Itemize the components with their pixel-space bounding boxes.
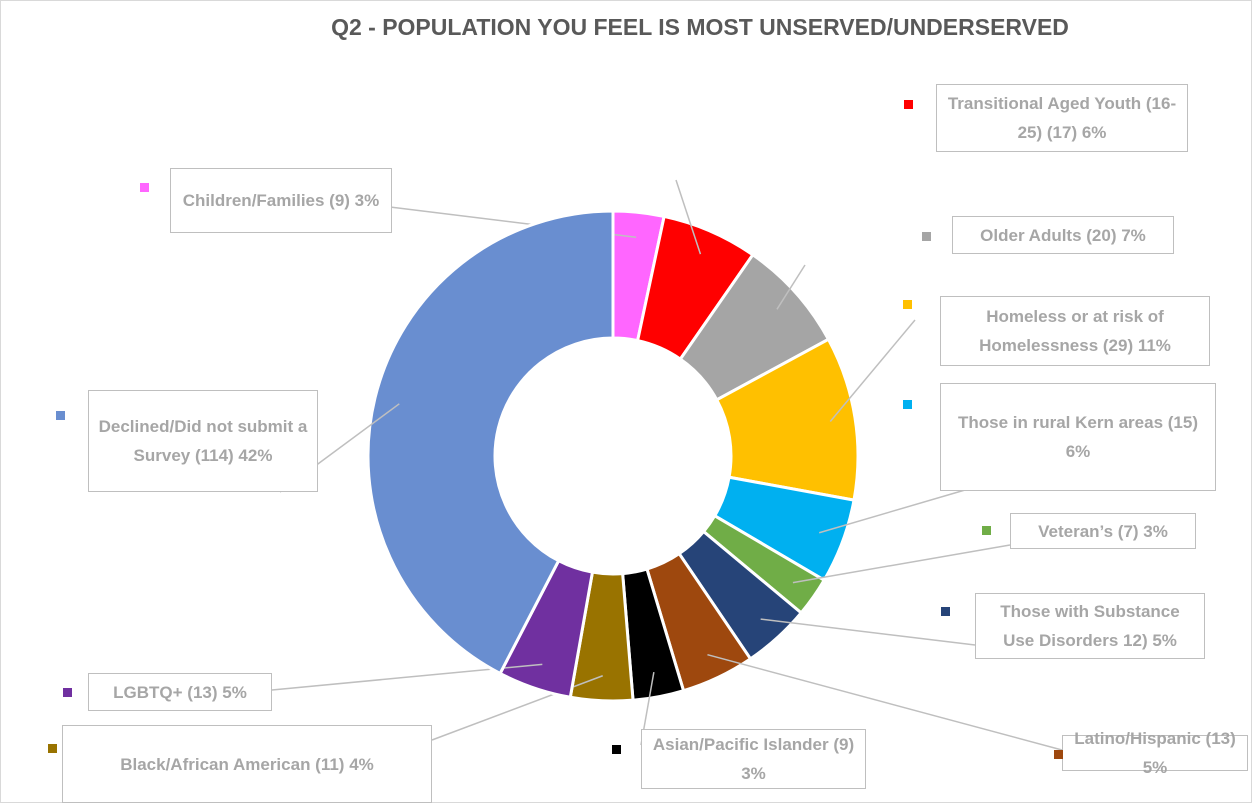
leader-line bbox=[829, 319, 916, 422]
legend-marker bbox=[612, 745, 621, 754]
data-label: Those in rural Kern areas (15) 6% bbox=[940, 383, 1216, 491]
data-label: LGBTQ+ (13) 5% bbox=[88, 673, 272, 711]
leader-line bbox=[760, 618, 976, 646]
leader-line bbox=[776, 264, 806, 310]
data-label: Black/African American (11) 4% bbox=[62, 725, 432, 803]
data-label: Transitional Aged Youth (16-25) (17) 6% bbox=[936, 84, 1188, 152]
leader-line bbox=[707, 653, 1063, 751]
data-label: Veteran’s (7) 3% bbox=[1010, 513, 1196, 549]
data-label: Asian/Pacific Islander (9) 3% bbox=[641, 729, 866, 789]
legend-marker bbox=[56, 411, 65, 420]
data-label: Declined/Did not submit a Survey (114) 4… bbox=[88, 390, 318, 492]
legend-marker bbox=[48, 744, 57, 753]
legend-marker bbox=[941, 607, 950, 616]
data-label: Latino/Hispanic (13) 5% bbox=[1062, 729, 1248, 777]
data-label: Those with Substance Use Disorders 12) 5… bbox=[975, 593, 1205, 659]
legend-marker bbox=[140, 183, 149, 192]
legend-marker bbox=[922, 232, 931, 241]
legend-marker bbox=[903, 400, 912, 409]
leader-line bbox=[431, 675, 603, 741]
data-label: Children/Families (9) 3% bbox=[170, 168, 392, 233]
legend-marker bbox=[903, 300, 912, 309]
leader-line bbox=[792, 544, 1011, 584]
donut-slice bbox=[366, 209, 615, 676]
leader-line bbox=[818, 489, 966, 534]
leader-line bbox=[675, 179, 702, 255]
legend-marker bbox=[63, 688, 72, 697]
legend-marker bbox=[1054, 750, 1063, 759]
data-label: Older Adults (20) 7% bbox=[952, 216, 1174, 254]
chart-title: Q2 - POPULATION YOU FEEL IS MOST UNSERVE… bbox=[331, 14, 1069, 40]
legend-marker bbox=[904, 100, 913, 109]
legend-marker bbox=[982, 526, 991, 535]
data-label: Homeless or at risk of Homelessness (29)… bbox=[940, 296, 1210, 366]
